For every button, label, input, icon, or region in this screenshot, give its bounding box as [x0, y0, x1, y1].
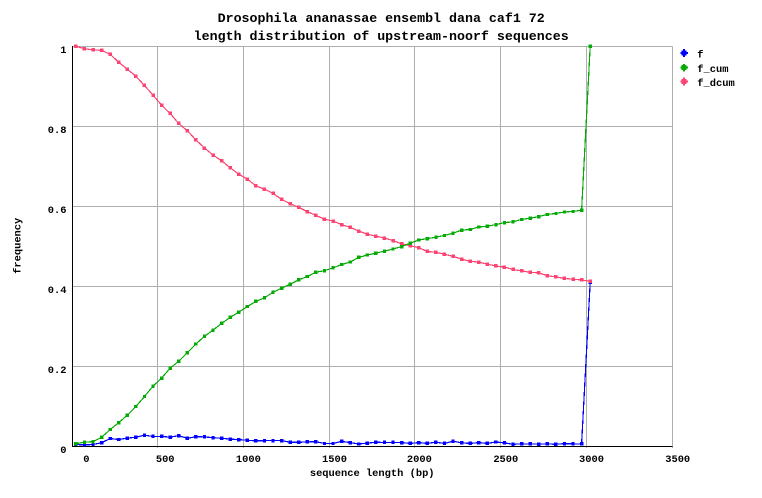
svg-text:500: 500: [156, 454, 175, 466]
svg-text:1000: 1000: [236, 454, 261, 466]
svg-text:Drosophila ananassae ensembl d: Drosophila ananassae ensembl dana caf1 7…: [218, 11, 545, 26]
svg-text:0.4: 0.4: [48, 285, 67, 297]
svg-text:f_cum: f_cum: [697, 64, 728, 76]
svg-text:0.2: 0.2: [48, 365, 67, 377]
svg-text:sequence length (bp): sequence length (bp): [310, 468, 435, 480]
svg-text:3500: 3500: [665, 454, 690, 466]
svg-text:f: f: [697, 49, 703, 61]
svg-text:0.6: 0.6: [48, 205, 67, 217]
svg-text:frequency: frequency: [13, 217, 25, 274]
svg-text:3000: 3000: [579, 454, 604, 466]
svg-text:0: 0: [83, 454, 89, 466]
svg-text:2500: 2500: [493, 454, 518, 466]
svg-text:1: 1: [60, 45, 66, 57]
svg-text:f_dcum: f_dcum: [697, 78, 734, 90]
svg-text:0: 0: [60, 445, 66, 457]
svg-text:1500: 1500: [322, 454, 347, 466]
svg-text:length distribution of upstrea: length distribution of upstream-noorf se…: [194, 29, 569, 44]
svg-text:2000: 2000: [407, 454, 432, 466]
svg-text:0.8: 0.8: [48, 125, 67, 137]
